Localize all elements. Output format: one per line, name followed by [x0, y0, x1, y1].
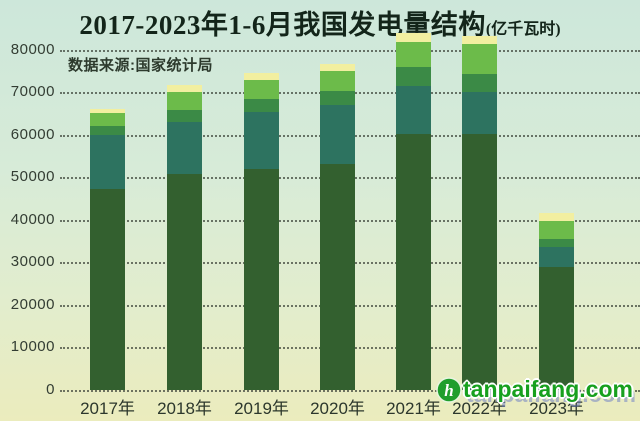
- bottom-segment-dark-green: [320, 164, 355, 390]
- bar-2020年: [320, 63, 355, 390]
- x-axis-label-2020年: 2020年: [310, 399, 365, 418]
- third-segment-mid-green: [462, 74, 497, 93]
- second-segment-teal-green: [244, 112, 279, 169]
- x-axis-label-2018年: 2018年: [157, 399, 212, 418]
- third-segment-mid-green: [539, 239, 574, 248]
- fourth-segment-light-green: [244, 80, 279, 99]
- third-segment-mid-green: [396, 67, 431, 86]
- second-segment-teal-green: [462, 92, 497, 135]
- chart-unit-note: (亿千瓦时): [485, 21, 561, 38]
- bottom-segment-dark-green: [396, 134, 431, 390]
- bar-2019年: [244, 73, 279, 390]
- second-segment-teal-green: [539, 247, 574, 268]
- gridline-0: [60, 390, 640, 392]
- fourth-segment-light-green: [167, 92, 202, 111]
- y-axis-tick-label: 20000: [10, 295, 55, 313]
- third-segment-mid-green: [167, 110, 202, 123]
- bar-2022年: [462, 35, 497, 390]
- fourth-segment-light-green: [320, 71, 355, 92]
- watermark-logo-icon: h: [436, 376, 462, 403]
- y-axis-tick-label: 0: [46, 381, 55, 398]
- bar-2018年: [167, 84, 202, 390]
- gridline-80000: [60, 49, 640, 52]
- x-axis-label-2023年: 2023年: [529, 399, 584, 418]
- top-segment-pale-yellow: [320, 63, 355, 72]
- bar-2017年: [90, 109, 125, 390]
- svg-text:h: h: [444, 381, 453, 400]
- y-axis-tick-label: 30000: [10, 253, 55, 271]
- x-axis-label-2022年: 2022年: [452, 399, 507, 418]
- fourth-segment-light-green: [539, 220, 574, 240]
- bottom-segment-dark-green: [167, 174, 202, 390]
- second-segment-teal-green: [396, 85, 431, 135]
- bar-2021年: [396, 32, 431, 390]
- third-segment-mid-green: [244, 98, 279, 113]
- bottom-segment-dark-green: [462, 134, 497, 390]
- y-axis-tick-label: 10000: [10, 338, 55, 356]
- y-axis-tick-label: 80000: [10, 40, 55, 58]
- bottom-segment-dark-green: [90, 189, 125, 390]
- third-segment-mid-green: [90, 125, 125, 136]
- top-segment-pale-yellow: [396, 32, 431, 42]
- bottom-segment-dark-green: [539, 267, 574, 390]
- third-segment-mid-green: [320, 91, 355, 105]
- bar-2023年: [539, 212, 574, 390]
- top-segment-pale-yellow: [167, 84, 202, 93]
- bottom-segment-dark-green: [244, 168, 279, 390]
- top-segment-pale-yellow: [90, 109, 125, 114]
- second-segment-teal-green: [90, 135, 125, 190]
- y-axis-tick-label: 40000: [10, 210, 55, 228]
- second-segment-teal-green: [320, 104, 355, 165]
- y-axis-tick-label: 50000: [10, 168, 55, 186]
- page-title: 2017-2023年1-6月我国发电量结构(亿千瓦时): [0, 3, 640, 42]
- top-segment-pale-yellow: [462, 35, 497, 45]
- y-axis-tick-label: 60000: [10, 125, 55, 143]
- watermark-site-text: tanpaifang.com: [463, 376, 633, 402]
- watermark: h tanpaifang.com: [436, 376, 633, 403]
- fourth-segment-light-green: [90, 113, 125, 126]
- second-segment-teal-green: [167, 122, 202, 175]
- y-axis-tick-label: 70000: [10, 83, 55, 101]
- top-segment-pale-yellow: [244, 73, 279, 81]
- fourth-segment-light-green: [396, 41, 431, 68]
- fourth-segment-light-green: [462, 44, 497, 75]
- x-axis-label-2021年: 2021年: [386, 399, 441, 418]
- x-axis-label-2019年: 2019年: [234, 399, 289, 418]
- x-axis-label-2017年: 2017年: [80, 399, 135, 418]
- data-source-label: 数据来源:国家统计局: [68, 57, 213, 74]
- top-segment-pale-yellow: [539, 212, 574, 221]
